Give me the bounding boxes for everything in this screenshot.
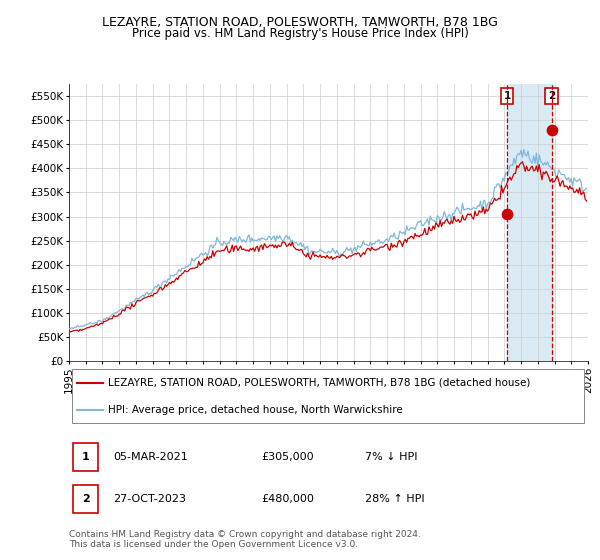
Text: 28% ↑ HPI: 28% ↑ HPI — [365, 494, 424, 503]
Text: Price paid vs. HM Land Registry's House Price Index (HPI): Price paid vs. HM Land Registry's House … — [131, 27, 469, 40]
Text: LEZAYRE, STATION ROAD, POLESWORTH, TAMWORTH, B78 1BG (detached house): LEZAYRE, STATION ROAD, POLESWORTH, TAMWO… — [108, 377, 530, 388]
Text: LEZAYRE, STATION ROAD, POLESWORTH, TAMWORTH, B78 1BG: LEZAYRE, STATION ROAD, POLESWORTH, TAMWO… — [102, 16, 498, 29]
FancyBboxPatch shape — [73, 485, 98, 512]
Bar — [507, 84, 551, 361]
Text: £305,000: £305,000 — [261, 452, 314, 462]
Text: 27-OCT-2023: 27-OCT-2023 — [113, 494, 186, 503]
Point — [547, 125, 556, 134]
FancyBboxPatch shape — [73, 444, 98, 471]
Text: 05-MAR-2021: 05-MAR-2021 — [113, 452, 188, 462]
Point — [502, 209, 512, 218]
FancyBboxPatch shape — [71, 369, 584, 423]
Text: 2: 2 — [82, 494, 89, 503]
Text: 7% ↓ HPI: 7% ↓ HPI — [365, 452, 418, 462]
Text: HPI: Average price, detached house, North Warwickshire: HPI: Average price, detached house, Nort… — [108, 405, 403, 415]
Text: Contains HM Land Registry data © Crown copyright and database right 2024.
This d: Contains HM Land Registry data © Crown c… — [69, 530, 421, 549]
Text: 2: 2 — [548, 91, 555, 101]
Text: £480,000: £480,000 — [261, 494, 314, 503]
Text: 1: 1 — [82, 452, 89, 462]
Text: 1: 1 — [503, 91, 511, 101]
